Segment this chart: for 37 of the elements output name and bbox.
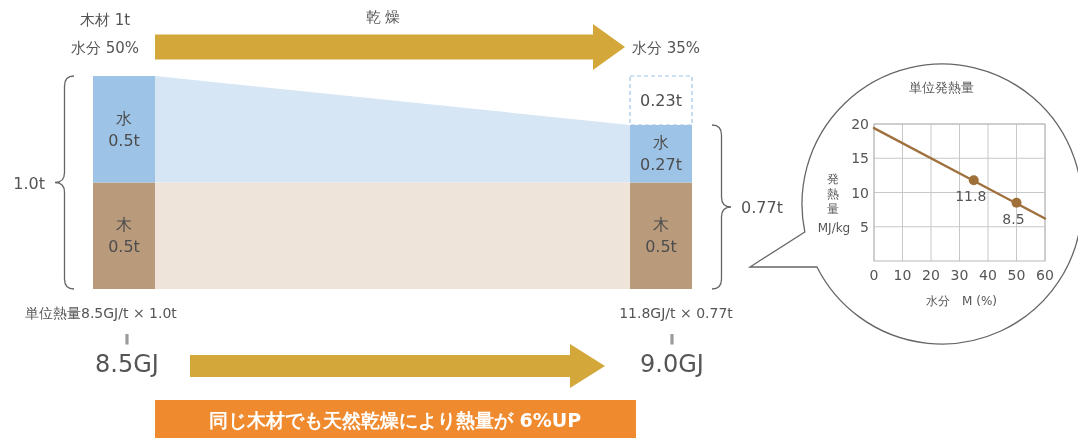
text: 乾燥 [366, 8, 404, 26]
x-tick-label: 木材 1t 水分 50% [70, 11, 140, 57]
x-tick-label: 50 [1007, 267, 1026, 283]
text: ‖ [669, 332, 675, 345]
annotation: 0.77t [741, 197, 783, 217]
text: 11.8GJ/t × 0.77t [619, 305, 734, 321]
text: 木 [653, 215, 669, 235]
data-label: 0.5t [645, 237, 677, 257]
text: 単位熱量8.5GJ/t × 1.0t [25, 305, 178, 321]
text: 同じ木材でも天然乾燥により熱量が 6%UP [208, 409, 582, 431]
y-tick-label: 20 [851, 116, 869, 132]
x-tick-label: 60 [1036, 267, 1054, 283]
x-tick-label: 水分 35% [632, 39, 701, 57]
data-label: 8.5 [1002, 210, 1025, 227]
x-tick-label: 40 [979, 267, 997, 283]
y-tick-label: 10 [851, 184, 869, 201]
x-tick-label: 10 [893, 267, 912, 283]
data-label: 0.23t [640, 91, 682, 111]
data-label: 11.8 [955, 188, 987, 205]
text: ‖ [124, 332, 130, 345]
text: 8.5GJ [95, 350, 159, 378]
annotation: 1.0t [13, 173, 45, 193]
data-label: 0.5t [108, 237, 140, 257]
text: 9.0GJ [640, 350, 704, 378]
data-label: 0.27t [640, 155, 682, 175]
chart-title: 単位発熱量 [909, 80, 974, 95]
series-label: 木 [116, 215, 132, 235]
series-label: 水 [653, 133, 669, 153]
text: 水 [116, 108, 132, 128]
x-tick-label: 0 [869, 267, 879, 283]
x-tick-label: 30 [950, 267, 969, 283]
x-axis-title: 水分 M (%) [926, 294, 997, 308]
y-tick-label: 5 [860, 218, 869, 235]
data-label: 0.5t [108, 130, 140, 150]
x-tick-label: 20 [922, 267, 940, 283]
y-axis-title: 発熱量 MJ/kg [817, 172, 851, 235]
y-tick-label: 15 [851, 150, 869, 167]
